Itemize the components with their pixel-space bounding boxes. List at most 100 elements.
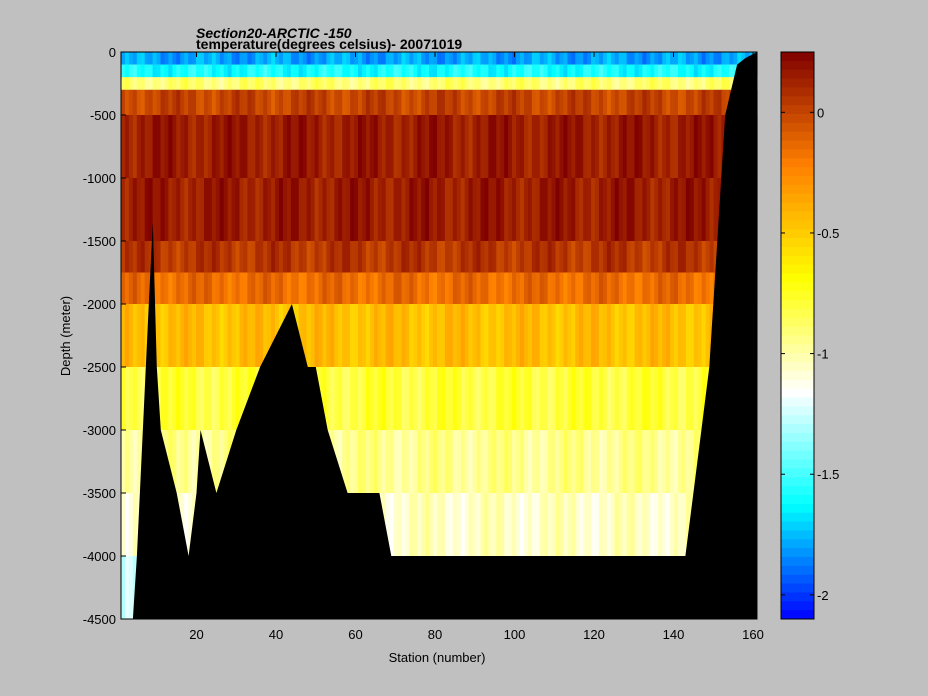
heatmap-cell <box>452 89 458 115</box>
heatmap-cell <box>618 115 624 178</box>
heatmap-cell <box>527 89 533 115</box>
heatmap-cell <box>654 89 659 115</box>
heatmap-cell <box>440 430 446 493</box>
heatmap-cell <box>456 304 462 367</box>
heatmap-cell <box>488 178 493 241</box>
heatmap-cell <box>401 52 407 65</box>
heatmap-cell <box>334 178 339 241</box>
heatmap-cell <box>259 52 264 65</box>
heatmap-cell <box>622 89 628 115</box>
heatmap-cell <box>282 178 288 241</box>
heatmap-cell <box>476 241 482 273</box>
heatmap-cell <box>421 493 426 556</box>
heatmap-cell <box>389 52 395 65</box>
heatmap-cell <box>658 64 663 78</box>
heatmap-cell <box>440 77 446 90</box>
heatmap-cell <box>429 493 434 556</box>
heatmap-cell <box>476 178 482 241</box>
heatmap-cell <box>121 241 126 273</box>
heatmap-cell <box>452 64 458 78</box>
colorbar-band <box>781 184 814 195</box>
heatmap-cell <box>583 77 588 90</box>
heatmap-cell <box>610 52 616 65</box>
heatmap-cell <box>437 89 442 115</box>
x-tick-label: 140 <box>663 627 685 642</box>
heatmap-cell <box>302 64 308 78</box>
colorbar-band <box>781 317 814 328</box>
x-tick-label: 80 <box>428 627 442 642</box>
heatmap-cell <box>606 89 612 115</box>
heatmap-cell <box>448 89 454 115</box>
heatmap-cell <box>693 52 699 65</box>
heatmap-cell <box>346 430 351 493</box>
heatmap-cell <box>200 272 205 304</box>
heatmap-cell <box>725 77 730 90</box>
heatmap-cell <box>223 430 229 493</box>
heatmap-cell <box>140 304 146 367</box>
heatmap-cell <box>385 430 391 493</box>
heatmap-cell <box>693 241 699 273</box>
heatmap-cell <box>689 52 695 65</box>
heatmap-cell <box>504 52 509 65</box>
heatmap-cell <box>369 367 375 430</box>
heatmap-cell <box>614 77 620 90</box>
heatmap-cell <box>618 64 624 78</box>
heatmap-cell <box>650 89 655 115</box>
heatmap-cell <box>705 272 711 304</box>
colorbar-band <box>781 539 814 549</box>
heatmap-cell <box>539 52 545 65</box>
heatmap-cell <box>480 430 486 493</box>
heatmap-cell <box>417 178 422 241</box>
heatmap-cell <box>393 89 399 115</box>
heatmap-cell <box>243 52 249 65</box>
heatmap-cell <box>421 304 426 367</box>
heatmap-cell <box>677 272 683 304</box>
heatmap-cell <box>255 89 260 115</box>
heatmap-cell <box>160 367 166 430</box>
heatmap-cell <box>219 89 225 115</box>
heatmap-cell <box>496 89 501 115</box>
heatmap-cell <box>496 430 501 493</box>
x-axis-label: Station (number) <box>389 650 486 665</box>
heatmap-cell <box>670 178 675 241</box>
heatmap-cell <box>393 304 399 367</box>
heatmap-cell <box>211 52 217 65</box>
heatmap-cell <box>397 115 403 178</box>
heatmap-cell <box>638 241 644 273</box>
heatmap-cell <box>184 304 189 367</box>
heatmap-cell <box>358 272 363 304</box>
heatmap-cell <box>654 272 659 304</box>
heatmap-cell <box>480 64 486 78</box>
heatmap-cell <box>385 367 391 430</box>
heatmap-cell <box>294 241 300 273</box>
heatmap-cell <box>121 89 126 115</box>
heatmap-cell <box>203 178 209 241</box>
heatmap-cell <box>235 367 241 430</box>
heatmap-cell <box>508 178 513 241</box>
heatmap-cell <box>342 178 347 241</box>
heatmap-cell <box>389 89 395 115</box>
heatmap-cell <box>124 241 130 273</box>
heatmap-cell <box>531 430 537 493</box>
heatmap-cell <box>306 89 312 115</box>
heatmap-cell <box>456 178 462 241</box>
heatmap-cell <box>662 52 667 65</box>
heatmap-cell <box>377 178 383 241</box>
heatmap-cell <box>421 241 426 273</box>
heatmap-cell <box>662 493 667 556</box>
colorbar-band <box>781 432 814 443</box>
heatmap-cell <box>267 178 272 241</box>
heatmap-cell <box>314 304 320 367</box>
heatmap-cell <box>215 272 221 304</box>
heatmap-cell <box>192 178 197 241</box>
heatmap-cell <box>282 115 288 178</box>
heatmap-cell <box>516 430 521 493</box>
heatmap-cell <box>421 272 426 304</box>
heatmap-cell <box>448 493 454 556</box>
heatmap-cell <box>286 52 292 65</box>
heatmap-cell <box>591 493 596 556</box>
heatmap-cell <box>243 77 249 90</box>
heatmap-cell <box>606 430 612 493</box>
heatmap-cell <box>476 430 482 493</box>
heatmap-cell <box>697 272 703 304</box>
